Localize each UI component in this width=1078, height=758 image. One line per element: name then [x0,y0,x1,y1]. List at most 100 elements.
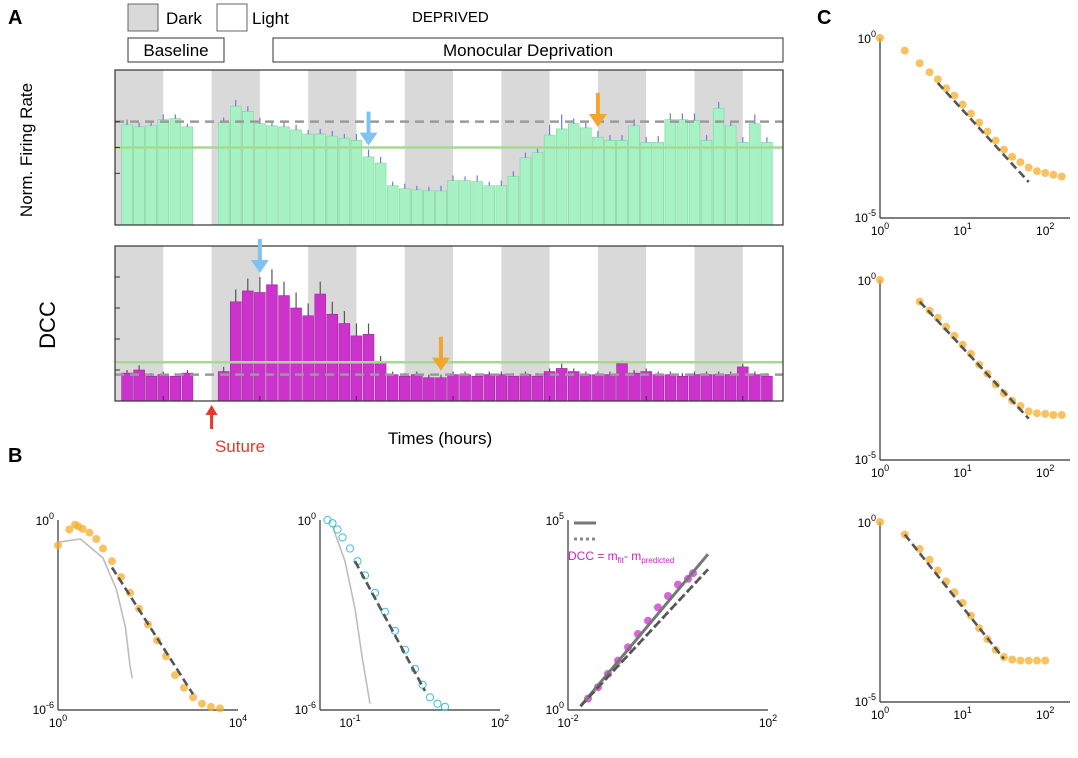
bar [459,374,471,402]
bar [374,162,387,226]
bar [628,125,640,226]
data-point [78,524,87,533]
data-point [1024,407,1033,416]
x-tick-label: 102 [491,713,509,730]
data-point [207,702,215,711]
data-point [180,683,188,692]
data-point [915,545,924,553]
bar [399,188,411,226]
bar [568,371,580,402]
bar [278,126,290,226]
bar [700,374,713,402]
bar [242,290,254,402]
bar [495,374,508,402]
bar [749,374,761,402]
y-tick-label: 10-6 [295,700,316,717]
x-tick-label: 10-2 [557,713,578,730]
fit-line [579,568,709,708]
bar [121,372,133,402]
firing-rate-chart [114,69,784,226]
data-point [991,136,1000,145]
bar [712,374,725,402]
data-point [92,535,101,543]
bar [374,361,387,402]
bar [435,190,447,226]
bar [580,127,592,226]
bar [169,375,182,402]
bar [519,157,532,226]
x-tick-label: 102 [1036,705,1054,722]
predicted-line [579,553,710,708]
fit-line [936,82,1030,183]
bar [737,142,749,226]
legend-light-label: Light [252,9,289,28]
bar [254,123,266,226]
y-tick-label: 100 [858,513,876,530]
bar [724,374,737,402]
fit-line [903,533,1005,660]
panel-letter-b: B [8,445,22,467]
bar [640,142,652,226]
legend-dark-swatch [127,3,159,32]
x-tick-label: 102 [1036,221,1054,238]
data-point [345,544,355,553]
bar [688,374,701,402]
x-tick-label: 102 [1036,463,1054,480]
data-point [958,100,967,109]
data-point [1041,169,1050,177]
bar [749,123,761,226]
bar [483,374,495,402]
data-point [108,557,116,566]
bar [580,374,592,402]
bar [386,185,399,226]
data-point [1057,411,1066,419]
data-point [1016,656,1025,665]
data-point [900,46,909,55]
bar [555,368,568,402]
bar [459,180,471,226]
bar [217,122,230,226]
bar [217,371,230,402]
data-point [876,518,884,526]
bar [531,152,544,226]
data-point [99,544,107,553]
bar [278,295,290,402]
data-point [171,671,179,680]
bar [664,374,677,402]
y-tick-label: 105 [546,511,564,528]
y-tick-label: 10-5 [855,450,876,467]
shuffled-curve [331,526,371,704]
data-point [1008,152,1017,161]
data-point [876,276,884,284]
data-point [328,519,337,528]
bar [326,313,339,402]
bar [700,139,713,226]
data-point [1057,172,1066,181]
dcc-formula-part: DCC = m [568,549,618,563]
bar [266,125,278,226]
bar [604,139,616,226]
data-point [966,109,975,118]
y-tick-label: 10-5 [855,692,876,709]
data-point [950,91,959,100]
data-point [999,145,1008,154]
dcc-xlabel: Times (hours) [388,429,492,448]
bar [471,181,483,226]
data-point [198,699,206,708]
bar [483,185,495,226]
dcc-formula: DCC = mfit- mpredicted [568,549,674,565]
bar [676,119,689,226]
axis-frame [114,245,784,402]
data-point [440,702,450,711]
bar [411,189,423,226]
baseline-label: Baseline [143,41,208,60]
data-point [1032,409,1041,418]
x-tick-label: 10-1 [339,713,360,730]
bar [145,125,157,226]
bar [254,292,266,402]
data-point [1008,655,1017,664]
bar [592,136,604,226]
bar [471,375,483,402]
fit-line [353,560,427,692]
